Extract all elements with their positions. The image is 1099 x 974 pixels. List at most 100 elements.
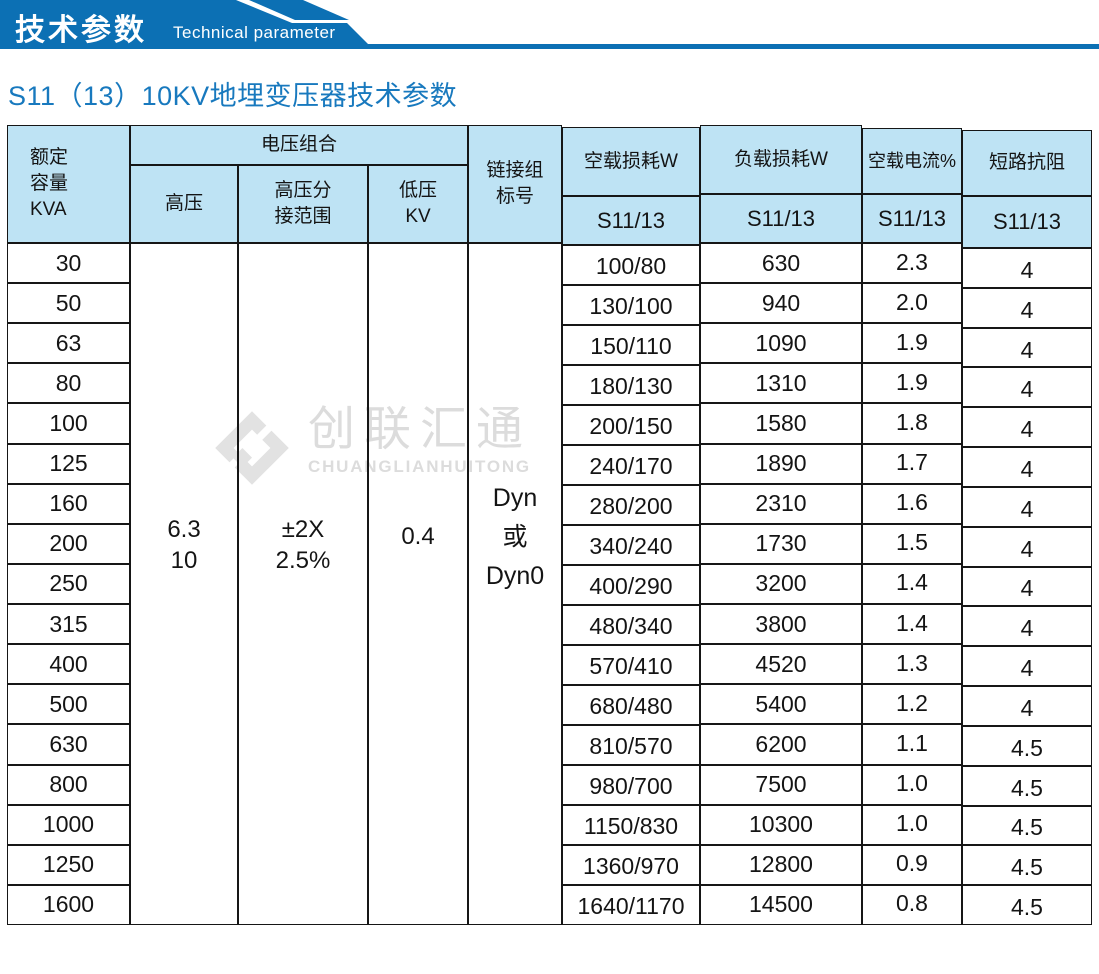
table-cell-impedance-row6: 4 <box>962 486 1092 527</box>
page-title: S11（13）10KV地埋变压器技术参数 <box>8 81 458 111</box>
table-cell-noload_current-row10: 1.3 <box>862 644 962 685</box>
table-cell-noload_current-row12: 1.1 <box>862 724 962 765</box>
header-low-voltage: 低压 KV <box>368 165 468 243</box>
table-cell-capacity-row4: 100 <box>7 403 130 444</box>
table-cell-noload_current-row2: 1.9 <box>862 323 962 364</box>
table-cell-capacity-row11: 500 <box>7 684 130 725</box>
table-cell-capacity-row5: 125 <box>7 443 130 484</box>
table-cell-impedance-row13: 4.5 <box>962 765 1092 806</box>
table-cell-noload_current-row11: 1.2 <box>862 684 962 725</box>
table-cell-capacity-row16: 1600 <box>7 884 130 925</box>
table-cell-load_loss-row12: 6200 <box>700 724 862 765</box>
table-cell-noload_loss-row14: 1150/830 <box>562 805 700 845</box>
table-cell-impedance-row5: 4 <box>962 447 1092 487</box>
table-cell-noload_current-row13: 1.0 <box>862 764 962 805</box>
subheader-noload-current-model: S11/13 <box>862 194 962 243</box>
table-cell-capacity-row3: 80 <box>7 363 130 404</box>
parameters-table: 额定 容量 KVA 电压组合 高压 高压分 接范围 低压 KV 链接组 标号 空… <box>7 125 1093 925</box>
table-cell-noload_current-row4: 1.8 <box>862 403 962 444</box>
table-cell-noload_current-row3: 1.9 <box>862 363 962 404</box>
table-cell-load_loss-row13: 7500 <box>700 764 862 805</box>
table-cell-noload_current-row0: 2.3 <box>862 243 962 284</box>
table-cell-impedance-row15: 4.5 <box>962 845 1092 886</box>
table-cell-capacity-row6: 160 <box>7 483 130 524</box>
table-cell-noload_current-row8: 1.4 <box>862 563 962 605</box>
banner: 技术参数 Technical parameter <box>0 0 1099 49</box>
table-cell-noload_loss-row9: 480/340 <box>562 605 700 645</box>
header-noload-current: 空载电流% <box>862 128 962 194</box>
subheader-noload-loss-model: S11/13 <box>562 196 700 245</box>
table-cell-noload_loss-row1: 130/100 <box>562 285 700 325</box>
header-noload-loss: 空载损耗W <box>562 127 700 196</box>
table-cell-noload_loss-row6: 280/200 <box>562 485 700 525</box>
merged-cell-high-voltage: 6.3 10 <box>130 243 238 925</box>
merged-cell-link-group: Dyn 或 Dyn0 <box>468 243 562 925</box>
header-impedance: 短路抗阻 <box>962 130 1092 196</box>
table-cell-capacity-row10: 400 <box>7 644 130 685</box>
table-cell-noload_loss-row3: 180/130 <box>562 365 700 405</box>
table-cell-impedance-row8: 4 <box>962 566 1092 607</box>
table-cell-noload_loss-row16: 1640/1170 <box>562 885 700 925</box>
table-cell-load_loss-row2: 1090 <box>700 323 862 364</box>
table-cell-load_loss-row1: 940 <box>700 283 862 324</box>
watermark-name-en: CHUANGLIANHUITONG <box>308 457 531 476</box>
table-cell-load_loss-row11: 5400 <box>700 684 862 725</box>
table-cell-capacity-row7: 200 <box>7 523 130 564</box>
table-cell-load_loss-row8: 3200 <box>700 563 862 605</box>
table-cell-noload_loss-row10: 570/410 <box>562 645 700 685</box>
table-cell-impedance-row12: 4.5 <box>962 725 1092 766</box>
watermark-text: 创联汇通 CHUANGLIANHUITONG <box>308 403 532 477</box>
table-cell-capacity-row1: 50 <box>7 283 130 324</box>
table-cell-load_loss-row4: 1580 <box>700 403 862 444</box>
table-cell-noload_current-row7: 1.5 <box>862 523 962 564</box>
header-voltage-group: 电压组合 <box>130 125 468 165</box>
header-rated-capacity: 额定 容量 KVA <box>7 125 130 243</box>
table-cell-noload_loss-row13: 980/700 <box>562 765 700 805</box>
table-cell-impedance-row3: 4 <box>962 367 1092 408</box>
table-cell-noload_loss-row2: 150/110 <box>562 325 700 365</box>
banner-subtitle: Technical parameter <box>173 23 336 42</box>
header-link-group: 链接组 标号 <box>468 125 562 243</box>
table-cell-noload_current-row1: 2.0 <box>862 283 962 324</box>
watermark: 创联汇通 CHUANGLIANHUITONG <box>212 403 532 493</box>
table-cell-capacity-row13: 800 <box>7 764 130 805</box>
table-cell-noload_loss-row0: 100/80 <box>562 245 700 285</box>
banner-ribbon-shape <box>0 0 1099 49</box>
table-cell-noload_current-row16: 0.8 <box>862 884 962 925</box>
table-cell-noload_loss-row8: 400/290 <box>562 565 700 605</box>
table-cell-capacity-row8: 250 <box>7 563 130 605</box>
watermark-name-cn: 创联汇通 <box>308 402 532 455</box>
diamond-logo-icon <box>212 403 292 493</box>
merged-cell-low-voltage: 0.4 <box>368 243 468 925</box>
table-cell-capacity-row12: 630 <box>7 724 130 765</box>
header-high-voltage: 高压 <box>130 165 238 243</box>
table-cell-noload_loss-row15: 1360/970 <box>562 845 700 885</box>
table-cell-noload_loss-row12: 810/570 <box>562 725 700 765</box>
table-cell-load_loss-row5: 1890 <box>700 443 862 484</box>
table-cell-noload_loss-row5: 240/170 <box>562 445 700 485</box>
table-cell-impedance-row7: 4 <box>962 526 1092 567</box>
table-cell-capacity-row0: 30 <box>7 243 130 284</box>
table-cell-impedance-row0: 4 <box>962 248 1092 288</box>
table-cell-noload_current-row6: 1.6 <box>862 483 962 524</box>
table-cell-impedance-row16: 4.5 <box>962 885 1092 925</box>
table-cell-load_loss-row7: 1730 <box>700 523 862 564</box>
merged-cell-tap-range: ±2X 2.5% <box>238 243 368 925</box>
header-load-loss: 负载损耗W <box>700 125 862 194</box>
table-cell-impedance-row10: 4 <box>962 646 1092 687</box>
table-cell-noload_current-row9: 1.4 <box>862 604 962 645</box>
subheader-impedance-model: S11/13 <box>962 196 1092 248</box>
table-cell-impedance-row1: 4 <box>962 287 1092 328</box>
table-cell-capacity-row14: 1000 <box>7 804 130 845</box>
table-cell-load_loss-row9: 3800 <box>700 604 862 645</box>
table-cell-capacity-row15: 1250 <box>7 844 130 885</box>
table-cell-load_loss-row6: 2310 <box>700 483 862 524</box>
table-cell-noload_current-row5: 1.7 <box>862 443 962 484</box>
table-cell-capacity-row9: 315 <box>7 604 130 645</box>
table-cell-impedance-row9: 4 <box>962 606 1092 647</box>
table-cell-load_loss-row0: 630 <box>700 243 862 284</box>
table-cell-load_loss-row3: 1310 <box>700 363 862 404</box>
table-cell-noload_loss-row11: 680/480 <box>562 685 700 725</box>
header-hv-tap-range: 高压分 接范围 <box>238 165 368 243</box>
